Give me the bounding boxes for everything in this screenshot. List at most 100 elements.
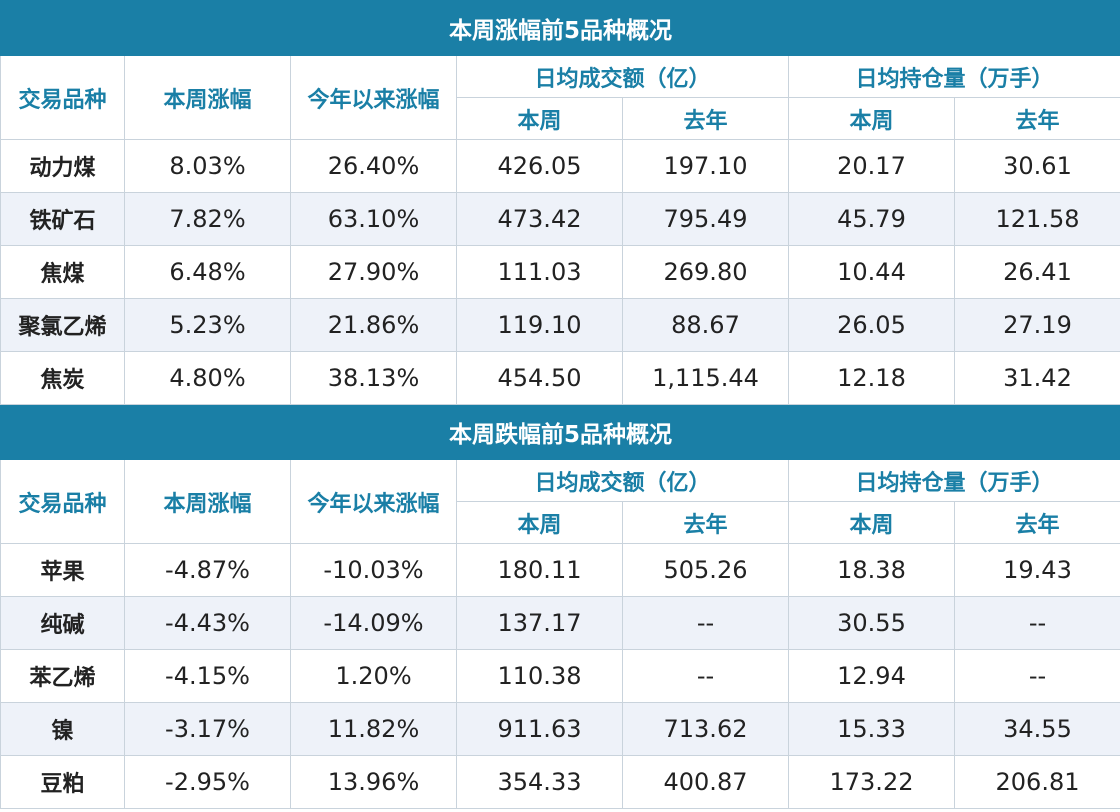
subheader-turnover-last-year: 去年	[622, 501, 789, 544]
table-row: 焦炭 4.80% 38.13% 454.50 1,115.44 12.18 31.42	[0, 351, 1120, 405]
table-row: 纯碱 -4.43% -14.09% 137.17 -- 30.55 --	[0, 596, 1120, 650]
turnover-last-year: --	[622, 596, 789, 650]
subheader-turnover-last-year: 去年	[622, 97, 789, 140]
open-interest-last-year: 19.43	[953, 543, 1120, 597]
losers-title: 本周跌幅前5品种概况	[0, 404, 1120, 460]
turnover-last-year: 713.62	[622, 702, 789, 756]
ytd-change: 63.10%	[290, 192, 457, 246]
subheader-oi-last-year: 去年	[953, 501, 1120, 544]
turnover-last-year: 505.26	[622, 543, 789, 597]
week-change: 5.23%	[124, 298, 291, 352]
open-interest-last-year: 206.81	[953, 755, 1120, 809]
header-open-interest: 日均持仓量（万手）	[787, 55, 1120, 98]
turnover-this-week: 426.05	[456, 139, 623, 193]
product-name: 聚氯乙烯	[0, 298, 125, 352]
open-interest-last-year: 26.41	[953, 245, 1120, 299]
ytd-change: 11.82%	[290, 702, 457, 756]
week-change: -4.87%	[124, 543, 291, 597]
gainers-header-row: 交易品种 本周涨幅 今年以来涨幅 日均成交额（亿） 日均持仓量（万手）	[0, 55, 1120, 140]
header-turnover: 日均成交额（亿）	[456, 55, 789, 98]
week-change: 8.03%	[124, 139, 291, 193]
week-change: 4.80%	[124, 351, 291, 405]
header-ytd-change: 今年以来涨幅	[290, 55, 457, 140]
header-week-change: 本周涨幅	[124, 55, 291, 140]
turnover-last-year: 88.67	[622, 298, 789, 352]
turnover-last-year: 795.49	[622, 192, 789, 246]
subheader-turnover-this-week: 本周	[456, 97, 623, 140]
open-interest-this-week: 30.55	[788, 596, 955, 650]
ytd-change: -10.03%	[290, 543, 457, 597]
week-change: -4.43%	[124, 596, 291, 650]
header-open-interest: 日均持仓量（万手）	[787, 459, 1120, 502]
losers-body: 苹果 -4.87% -10.03% 180.11 505.26 18.38 19.43 纯碱 -…	[0, 543, 1120, 809]
open-interest-this-week: 18.38	[788, 543, 955, 597]
turnover-last-year: 269.80	[622, 245, 789, 299]
table-row: 镍 -3.17% 11.82% 911.63 713.62 15.33 34.55	[0, 702, 1120, 756]
open-interest-this-week: 26.05	[788, 298, 955, 352]
table-row: 铁矿石 7.82% 63.10% 473.42 795.49 45.79 121.58	[0, 192, 1120, 246]
week-change: -3.17%	[124, 702, 291, 756]
turnover-this-week: 354.33	[456, 755, 623, 809]
losers-header-row: 交易品种 本周涨幅 今年以来涨幅 日均成交额（亿） 日均持仓量（万手）	[0, 459, 1120, 544]
turnover-this-week: 137.17	[456, 596, 623, 650]
turnover-this-week: 911.63	[456, 702, 623, 756]
ytd-change: 1.20%	[290, 649, 457, 703]
subheader-oi-last-year: 去年	[953, 97, 1120, 140]
product-name: 焦煤	[0, 245, 125, 299]
product-name: 豆粕	[0, 755, 125, 809]
product-name: 苹果	[0, 543, 125, 597]
gainers-subheader-row: 本周 去年 本周 去年	[1, 97, 1120, 140]
table-row: 苹果 -4.87% -10.03% 180.11 505.26 18.38 19.43	[0, 543, 1120, 597]
week-change: -4.15%	[124, 649, 291, 703]
week-change: 7.82%	[124, 192, 291, 246]
losers-subheader-row: 本周 去年 本周 去年	[1, 501, 1120, 544]
gainers-title: 本周涨幅前5品种概况	[0, 0, 1120, 56]
header-product: 交易品种	[0, 55, 125, 140]
product-name: 焦炭	[0, 351, 125, 405]
week-change: 6.48%	[124, 245, 291, 299]
ytd-change: 13.96%	[290, 755, 457, 809]
open-interest-last-year: 31.42	[953, 351, 1120, 405]
week-change: -2.95%	[124, 755, 291, 809]
losers-title-row: 本周跌幅前5品种概况	[0, 404, 1120, 460]
ytd-change: 21.86%	[290, 298, 457, 352]
table-row: 豆粕 -2.95% 13.96% 354.33 400.87 173.22 206.81	[0, 755, 1120, 809]
subheader-oi-this-week: 本周	[788, 97, 955, 140]
product-name: 镍	[0, 702, 125, 756]
turnover-this-week: 473.42	[456, 192, 623, 246]
open-interest-this-week: 173.22	[788, 755, 955, 809]
turnover-this-week: 111.03	[456, 245, 623, 299]
turnover-this-week: 180.11	[456, 543, 623, 597]
product-name: 铁矿石	[0, 192, 125, 246]
turnover-last-year: 1,115.44	[622, 351, 789, 405]
open-interest-last-year: 121.58	[953, 192, 1120, 246]
gainers-body: 动力煤 8.03% 26.40% 426.05 197.10 20.17 30.61 铁矿石 7…	[0, 139, 1120, 405]
open-interest-this-week: 20.17	[788, 139, 955, 193]
open-interest-this-week: 10.44	[788, 245, 955, 299]
ytd-change: -14.09%	[290, 596, 457, 650]
header-product: 交易品种	[0, 459, 125, 544]
open-interest-this-week: 12.18	[788, 351, 955, 405]
turnover-this-week: 119.10	[456, 298, 623, 352]
product-name: 纯碱	[0, 596, 125, 650]
open-interest-last-year: 34.55	[953, 702, 1120, 756]
open-interest-last-year: --	[953, 596, 1120, 650]
table-row: 聚氯乙烯 5.23% 21.86% 119.10 88.67 26.05 27.19	[0, 298, 1120, 352]
open-interest-last-year: 30.61	[953, 139, 1120, 193]
product-name: 苯乙烯	[0, 649, 125, 703]
table-row: 动力煤 8.03% 26.40% 426.05 197.10 20.17 30.61	[0, 139, 1120, 193]
turnover-last-year: --	[622, 649, 789, 703]
turnover-last-year: 197.10	[622, 139, 789, 193]
header-week-change: 本周涨幅	[124, 459, 291, 544]
open-interest-this-week: 15.33	[788, 702, 955, 756]
gainers-title-row: 本周涨幅前5品种概况	[0, 0, 1120, 56]
turnover-last-year: 400.87	[622, 755, 789, 809]
table-row: 苯乙烯 -4.15% 1.20% 110.38 -- 12.94 --	[0, 649, 1120, 703]
open-interest-last-year: --	[953, 649, 1120, 703]
open-interest-this-week: 12.94	[788, 649, 955, 703]
subheader-oi-this-week: 本周	[788, 501, 955, 544]
turnover-this-week: 110.38	[456, 649, 623, 703]
product-name: 动力煤	[0, 139, 125, 193]
ytd-change: 26.40%	[290, 139, 457, 193]
table-row: 焦煤 6.48% 27.90% 111.03 269.80 10.44 26.41	[0, 245, 1120, 299]
